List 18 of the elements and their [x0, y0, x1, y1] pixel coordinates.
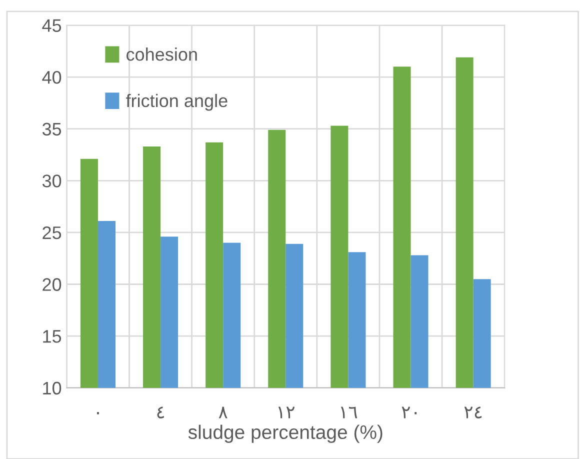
- y-tick-label: 10: [43, 382, 62, 395]
- y-tick-label: 20: [42, 278, 62, 291]
- legend-label: friction angle: [126, 94, 228, 111]
- x-tick-label: ١٦: [340, 406, 358, 418]
- x-tick-label: ٨: [218, 406, 228, 418]
- y-tick-label: 15: [43, 330, 62, 343]
- y-tick-label: 25: [42, 226, 62, 240]
- x-tick-label: ٢٤: [464, 406, 482, 418]
- y-tick-label: 40: [42, 70, 62, 84]
- y-tick-label: 45: [42, 19, 62, 32]
- y-tick-label: 35: [42, 122, 62, 136]
- x-axis-title: sludge percentage (%): [188, 424, 382, 443]
- y-tick-label: 30: [42, 174, 62, 188]
- x-tick-label: ٠: [97, 412, 99, 414]
- x-tick-label: ٤: [157, 406, 164, 418]
- x-tick-label: ١٢: [278, 406, 295, 418]
- x-tick-label: ٢٠: [402, 406, 417, 418]
- legend-label: cohesion: [126, 48, 197, 61]
